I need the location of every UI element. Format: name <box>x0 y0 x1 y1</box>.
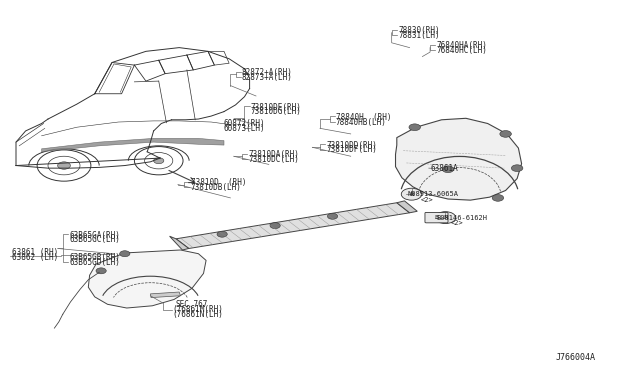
Polygon shape <box>150 292 180 298</box>
Circle shape <box>492 195 504 201</box>
Text: 63B65GD(LH): 63B65GD(LH) <box>69 258 120 267</box>
Circle shape <box>58 162 70 169</box>
Text: 73810DE(RH): 73810DE(RH) <box>251 103 301 112</box>
Text: 78830(RH): 78830(RH) <box>398 26 440 35</box>
Text: B08146-6162H: B08146-6162H <box>436 215 488 221</box>
Text: 63B65GC(LH): 63B65GC(LH) <box>69 235 120 244</box>
Text: 73810DA(RH): 73810DA(RH) <box>248 150 299 159</box>
Text: N: N <box>443 215 448 220</box>
Text: 73810DC(LH): 73810DC(LH) <box>248 155 299 164</box>
Text: (76861N(LH): (76861N(LH) <box>173 310 223 319</box>
Text: 73810D  (RH): 73810D (RH) <box>191 178 246 187</box>
Circle shape <box>154 158 164 164</box>
Text: 60872(RH): 60872(RH) <box>224 119 266 128</box>
Text: (76861M(RH): (76861M(RH) <box>173 305 223 314</box>
Text: 82872+A(RH): 82872+A(RH) <box>242 68 292 77</box>
Circle shape <box>120 251 130 257</box>
Circle shape <box>500 131 511 137</box>
Text: 63861A: 63861A <box>430 164 458 173</box>
Text: SEC.767: SEC.767 <box>176 300 209 309</box>
Polygon shape <box>42 138 224 152</box>
Text: N08913-6065A: N08913-6065A <box>407 191 458 197</box>
Text: B: B <box>435 215 438 220</box>
Circle shape <box>442 166 454 173</box>
Text: 73810DF(LH): 73810DF(LH) <box>326 145 377 154</box>
Text: 73810DB(LH): 73810DB(LH) <box>191 183 241 192</box>
Circle shape <box>217 231 227 237</box>
Circle shape <box>96 268 106 274</box>
Text: 78840HB(LH): 78840HB(LH) <box>336 118 387 126</box>
FancyBboxPatch shape <box>425 212 448 223</box>
Circle shape <box>328 213 338 219</box>
Text: <2>: <2> <box>421 197 434 203</box>
Polygon shape <box>396 118 522 200</box>
Text: 76840HA(RH): 76840HA(RH) <box>436 41 487 50</box>
Text: 78840H  (RH): 78840H (RH) <box>336 113 392 122</box>
Polygon shape <box>88 250 206 308</box>
Circle shape <box>435 212 456 224</box>
Text: N: N <box>409 192 414 197</box>
Polygon shape <box>397 201 417 213</box>
Text: 63862 (LH): 63862 (LH) <box>12 253 58 262</box>
Text: 76840HC(LH): 76840HC(LH) <box>436 46 487 55</box>
Text: 73810DD(RH): 73810DD(RH) <box>326 141 377 150</box>
Text: 63861 (RH): 63861 (RH) <box>12 248 58 257</box>
Text: 82873+A(LH): 82873+A(LH) <box>242 73 292 82</box>
Text: 78831(LH): 78831(LH) <box>398 31 440 40</box>
Text: 60873(LH): 60873(LH) <box>224 124 266 133</box>
Circle shape <box>270 222 280 228</box>
Polygon shape <box>176 203 410 248</box>
Text: 73810DG(LH): 73810DG(LH) <box>251 108 301 116</box>
Text: 63B65GB(RH): 63B65GB(RH) <box>69 253 120 262</box>
Circle shape <box>409 124 420 131</box>
Polygon shape <box>170 236 189 250</box>
Text: 63B65GA(RH): 63B65GA(RH) <box>69 231 120 240</box>
Circle shape <box>511 165 523 171</box>
Text: J766004A: J766004A <box>556 353 595 362</box>
Circle shape <box>401 188 422 200</box>
Text: <2>: <2> <box>451 220 464 226</box>
